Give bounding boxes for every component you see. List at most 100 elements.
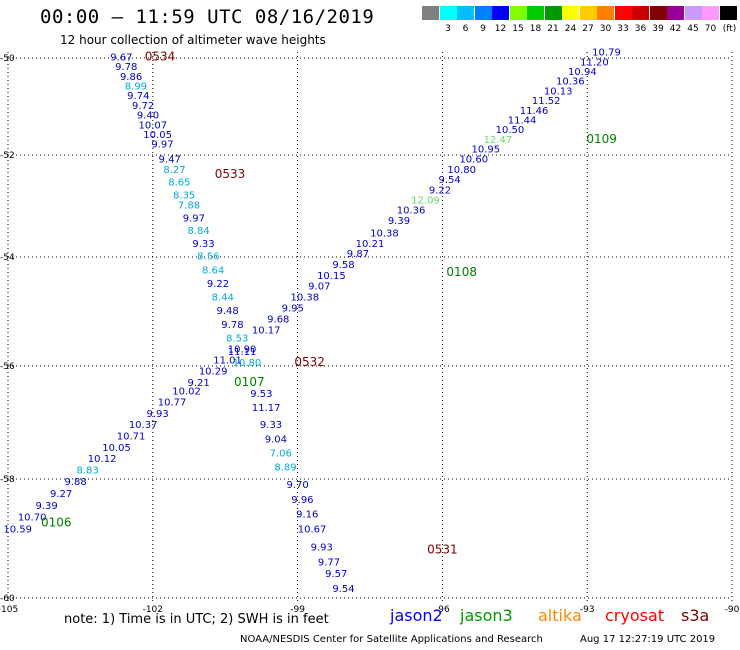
wave-height-value: 8.35 [173,190,195,201]
wave-height-value: 9.07 [308,282,330,293]
wave-height-value: 9.93 [311,542,333,553]
wave-height-value: 9.48 [216,306,238,317]
page-title: 00:00 – 11:59 UTC 08/16/2019 [40,6,375,28]
wave-height-value: 10.79 [592,48,621,59]
wave-height-value: 10.05 [143,130,172,141]
wave-height-value: 9.27 [50,489,72,500]
legend-swatch [439,6,457,20]
wave-height-value: 11.20 [580,57,609,68]
wave-height-value: 9.39 [35,501,57,512]
legend-label: 33 [617,24,629,34]
wave-height-value: 12.47 [484,135,513,146]
wave-height-value: 9.87 [347,249,369,260]
wave-height-value: 9.33 [260,420,282,431]
lon-tick-label: -90 [725,605,740,615]
wave-height-value: 7.06 [270,448,292,459]
legend-swatch [562,6,579,20]
satellite-cryosat: cryosat [605,606,665,625]
lat-tick-label: -52 [0,151,15,161]
wave-height-value: 9.04 [265,434,287,445]
legend-label: 18 [529,24,542,34]
legend-label: 45 [687,24,699,34]
wave-height-value: 8.56 [197,252,219,263]
wave-height-value: 10.13 [544,86,573,97]
lat-lon-grid [7,52,733,602]
wave-height-value: 9.39 [388,216,410,227]
page-subtitle: 12 hour collection of altimeter wave hei… [60,33,326,47]
track-ascending: 10.5910.709.399.279.888.8310.1210.0510.7… [3,48,620,536]
legend-swatch [667,6,684,20]
wave-height-value: 8.84 [188,226,210,237]
wave-height-value: 7.88 [178,201,200,212]
altimeter-tracks: 9.679.789.868.999.749.729.4010.0710.059.… [3,48,620,595]
wave-height-value: 10.77 [158,398,187,409]
axis-labels: -105 -102 -99 -96 -93 -90 -50 -52 -54 -56 -58 -60 [0,54,740,615]
legend-swatch [492,6,509,20]
wave-height-value: 11.52 [532,96,561,107]
legend-label: 21 [547,24,559,34]
legend-swatch [474,6,492,20]
wave-height-value: 9.97 [151,140,173,151]
pass-number-label: 0107 [234,375,265,389]
wave-height-value: 9.95 [282,304,304,315]
wave-height-value: 8.64 [202,265,224,276]
pass-number-label: 0109 [586,132,617,146]
wave-height-value: 10.67 [298,525,327,536]
legend-label: 27 [582,24,594,34]
wave-height-value: 8.83 [77,465,99,476]
legend-label: 12 [494,24,507,34]
wave-height-value: 10.38 [291,293,320,304]
wave-height-value: 8.27 [163,165,185,176]
pass-labels: 0534 0533 0532 0531 0109 0108 0107 0106 [41,49,617,556]
legend-swatch [579,6,597,20]
legend-swatch [527,6,544,20]
wave-height-value: 9.88 [64,477,86,488]
lat-tick-label: -60 [0,594,15,604]
wave-height-value: 9.96 [291,495,313,506]
legend-swatch [597,6,614,20]
pass-number-label: 0532 [294,355,325,369]
satellite-jason2: jason2 [390,606,443,625]
wave-height-value: 9.40 [137,111,159,122]
pass-number-label: 0534 [145,49,176,63]
legend-label: 3 [445,24,451,34]
lon-tick-label: -93 [580,605,595,615]
credit-text: NOAA/NESDIS Center for Satellite Applica… [240,634,543,645]
wave-height-value: 9.58 [332,260,354,271]
lat-tick-label: -56 [0,362,15,372]
wave-height-value: 8.65 [168,178,190,189]
wave-height-value: 9.53 [250,389,272,400]
lat-tick-label: -50 [0,54,15,64]
wave-height-value: 8.89 [274,463,296,474]
wave-height-value: 10.21 [356,239,385,250]
wave-height-value: 9.72 [132,101,154,112]
wave-height-value: 9.68 [267,314,289,325]
satellite-s3a: s3a [681,606,710,625]
legend-swatch [719,6,737,20]
wave-height-value: 8.53 [226,333,248,344]
wave-height-value: 10.05 [102,443,131,454]
legend-label: 6 [462,24,469,34]
wave-height-value: 10.36 [397,206,426,217]
legend-swatch [649,6,667,20]
lon-tick-label: -105 [0,605,18,615]
wave-height-value: 10.37 [129,420,158,431]
wave-height-value: 11.46 [520,106,549,117]
wave-height-value: 9.67 [110,52,132,63]
pass-number-label: 0108 [446,265,477,279]
wave-height-value: 8.99 [125,82,147,93]
legend-label: 9 [480,24,486,34]
wave-height-value: 10.02 [172,386,201,397]
wave-height-value: 10.80 [233,358,262,369]
wave-height-value: 9.54 [332,584,354,595]
wave-height-value: 10.07 [138,120,167,131]
wave-height-value: 9.77 [318,557,340,568]
legend-label: 42 [669,24,682,34]
wave-height-value: 9.74 [127,91,149,102]
legend-swatch [684,6,702,20]
lon-tick-label: -96 [435,605,450,615]
units-note: note: 1) Time is in UTC; 2) SWH is in fe… [64,612,329,627]
wave-height-value: 9.22 [429,185,451,196]
pass-number-label: 0106 [41,516,72,530]
legend-unit: (ft) [722,24,737,34]
